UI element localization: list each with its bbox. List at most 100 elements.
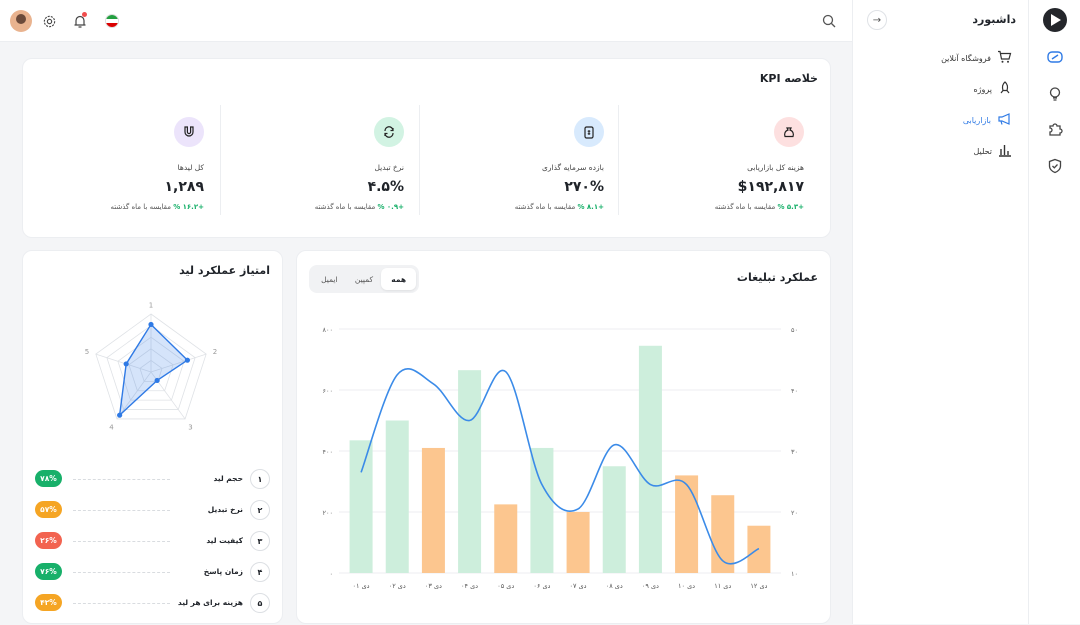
icon-rail (1028, 0, 1080, 624)
x-axis-tick: دی ۰۳ (425, 582, 442, 590)
sidebar-item-label: بازاریابی (962, 115, 991, 125)
tab-email[interactable]: ایمیل (321, 274, 338, 284)
kpi-divider (419, 105, 420, 215)
megaphone-icon (997, 112, 1012, 128)
lead-row-score: ۷۸% (35, 470, 62, 487)
ad-performance-chart: ۰ ۲۰۰ ۴۰۰ ۶۰۰ ۸۰۰ ۱۰ ۲۰ ۳۰ ۴۰ ۵۰ دی ۰۱ دی ۰۲ دی ۰۳ دی… (323, 326, 798, 590)
rocket-icon (998, 81, 1012, 97)
lead-row: ۵ هزینه برای هر لید ۴۲% (35, 593, 270, 613)
sidebar-item-label: تحلیل (973, 146, 992, 156)
lead-row-score: ۴۲% (35, 594, 62, 611)
kpi-compare: +۸.۱ % مقایسه با ماه گذشته (514, 203, 604, 211)
radar-grid-ring (106, 325, 196, 410)
lead-row-name: نرخ تبدیل (207, 505, 243, 514)
chart-line (360, 368, 760, 565)
dotted-leader (73, 541, 170, 542)
x-axis-tick: دی ۰۴ (461, 582, 478, 590)
lead-row-number: ۱ (250, 469, 270, 489)
y-axis-right-tick: ۱۰ (791, 570, 798, 578)
radar-point (184, 357, 191, 363)
collapse-sidebar-button[interactable]: → (867, 10, 887, 30)
kpi-card-marketing-cost: هزینه کل بازاریابی $۱۹۲,۸۱۷ +۵.۳ % مقایس… (630, 105, 830, 225)
tab-campaign[interactable]: کمپین (354, 274, 374, 284)
kpi-value: ۱,۲۸۹ (164, 179, 205, 195)
ad-performance-title: عملکرد تبلیغات (736, 271, 818, 284)
lead-row-number: ۲ (250, 500, 270, 520)
radar-point (154, 377, 160, 384)
sidebar-item-project[interactable]: پروژه (973, 81, 1012, 97)
sidebar-item-marketing[interactable]: بازاریابی (963, 112, 1012, 128)
kpi-divider (618, 105, 619, 215)
x-axis-tick: دی ۰۲ (389, 582, 406, 590)
lead-row-score: ۵۷% (35, 501, 62, 518)
user-avatar[interactable] (10, 10, 32, 32)
x-axis-tick: دی ۰۹ (642, 582, 659, 590)
search-icon[interactable] (820, 12, 838, 30)
y-axis-right-tick: ۲۰ (791, 509, 798, 517)
app-logo-icon[interactable] (1043, 8, 1067, 32)
radar-axis (150, 353, 207, 373)
dotted-leader (73, 572, 170, 573)
cart-icon (997, 50, 1012, 66)
kpi-compare: +۰.۹ % مقایسه با ماه گذشته (314, 203, 404, 211)
chart-bar (421, 447, 445, 573)
sidebar-item-label: فروشگاه آنلاین (941, 53, 991, 63)
sidebar-item-label: پروژه (973, 84, 992, 94)
dotted-leader (73, 510, 170, 511)
kpi-label: کل لیدها (177, 163, 204, 172)
lead-row: ۱ حجم لید ۷۸% (35, 469, 270, 489)
chart-bar (385, 420, 409, 573)
radar-axis-label: 5 (85, 348, 89, 356)
lead-radar-chart: 1 2 3 4 5 (85, 302, 217, 432)
notification-dot (82, 12, 87, 17)
kpi-value: $۱۹۲,۸۱۷ (737, 179, 804, 195)
x-axis-tick: دی ۰۷ (570, 582, 587, 590)
tab-all[interactable]: همه (381, 268, 416, 290)
kpi-label: نرخ تبدیل (374, 163, 404, 172)
x-axis-tick: دی ۰۱ (353, 582, 370, 590)
x-axis-tick: دی ۱۲ (750, 582, 767, 590)
shield-check-icon[interactable] (1046, 157, 1064, 175)
kpi-divider (220, 105, 221, 215)
chart-bar (458, 370, 482, 573)
y-axis-right-tick: ۵۰ (791, 326, 798, 334)
arrow-right-icon: → (872, 14, 882, 26)
kpi-compare: +۱۶.۲ % مقایسه با ماه گذشته (110, 203, 204, 211)
chart-bar (494, 504, 518, 573)
kpi-card-roi: بازده سرمایه گذاری ۲۷۰% +۸.۱ % مقایسه با… (430, 105, 630, 225)
chart-bar (530, 447, 554, 573)
chart-bar (349, 440, 373, 573)
lightbulb-icon[interactable] (1046, 85, 1064, 103)
lead-score-card: امتیاز عملکرد لید 1 2 3 4 5 ۱ حجم لید ۷۸% ۲ … (22, 250, 283, 624)
kpi-title: خلاصه KPI (759, 72, 818, 85)
dotted-leader (73, 603, 170, 604)
radar-grid-ring (95, 313, 207, 420)
lead-row-score: ۷۶% (35, 563, 62, 580)
lead-row-number: ۳ (250, 531, 270, 551)
kpi-summary-card: خلاصه KPI هزینه کل بازاریابی $۱۹۲,۸۱۷ +۵… (22, 58, 831, 238)
lead-row-name: حجم لید (213, 474, 243, 483)
kpi-label: بازده سرمایه گذاری (542, 163, 604, 172)
lead-row-score: ۲۶% (35, 532, 62, 549)
radar-point (123, 361, 129, 367)
lead-row-name: کیفیت لید (206, 536, 243, 545)
sidebar-item-analytics[interactable]: تحلیل (973, 143, 1012, 159)
dotted-leader (73, 479, 170, 480)
kpi-compare: +۵.۳ % مقایسه با ماه گذشته (714, 203, 804, 211)
radar-axis-label: 2 (213, 348, 217, 356)
sidebar-title: داشبورد (972, 13, 1016, 26)
sidebar-item-online-store[interactable]: فروشگاه آنلاین (941, 50, 1012, 66)
radar-axis-label: 1 (149, 302, 153, 310)
radar-grid-ring (128, 348, 174, 392)
puzzle-icon[interactable] (1046, 120, 1064, 138)
language-flag-icon[interactable] (103, 12, 121, 30)
magnet-icon (174, 117, 204, 147)
radar-point (117, 412, 123, 418)
notification-bell-icon[interactable] (71, 12, 89, 30)
x-axis-tick: دی ۰۸ (606, 582, 623, 590)
y-axis-left-tick: ۶۰۰ (323, 387, 333, 395)
kpi-card-conversion: نرخ تبدیل ۴.۵% +۰.۹ % مقایسه با ماه گذشت… (230, 105, 430, 225)
settings-gear-icon[interactable] (40, 12, 58, 30)
dashboard-gauge-icon[interactable] (1046, 48, 1064, 66)
lead-row-name: زمان پاسخ (203, 567, 243, 576)
